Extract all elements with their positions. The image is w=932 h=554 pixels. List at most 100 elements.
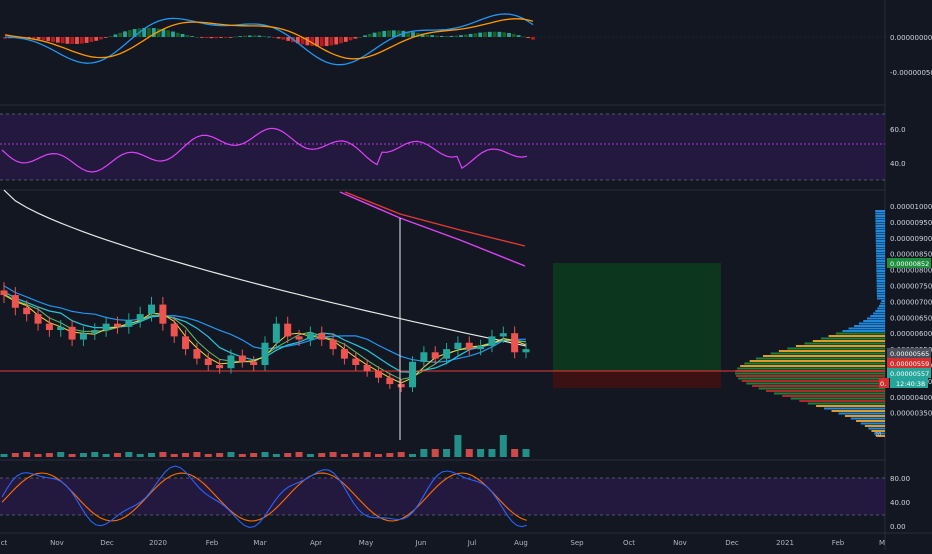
macd-histogram-bar [89,37,94,42]
macd-histogram-bar [223,37,228,38]
volume-profile-row [876,292,885,295]
volume-profile-row [790,397,885,400]
candle-body [216,365,224,369]
candle-body [23,307,31,315]
volume-profile-row [842,330,885,332]
volume-profile-row [876,255,885,257]
macd-histogram-bar [147,27,151,37]
volume-profile-footer: 20 [875,432,881,438]
volume-profile-row [863,320,885,322]
stoch-band-fill [0,478,885,515]
price-tag-red-partial [879,378,889,388]
candle-body [125,320,133,327]
time-axis-label: Jul [467,539,477,547]
volume-profile-row [875,230,885,232]
macd-histogram-bar [531,37,535,40]
candle-body [91,330,99,334]
macd-histogram-bar [348,37,353,41]
macd-pane[interactable]: 0.00000000 -0.00000050 [0,13,932,77]
macd-histogram-bar [305,37,310,46]
macd-histogram-bar [209,37,214,39]
volume-profile-row [875,215,885,217]
time-axis-label: Nov [673,539,687,547]
volume-profile-row [880,302,885,305]
volume-profile-row [875,245,885,247]
macd-histogram-bar [46,37,51,42]
macd-histogram-bar [55,37,60,43]
price-pane[interactable]: 0.00001000 0.00000950 0.00000900 0.00000850… [0,189,932,457]
macd-histogram-bar [262,35,267,37]
volume-profile-row [858,322,885,325]
volume-bar [11,453,19,457]
macd-histogram-bar [406,31,411,37]
position-target-zone[interactable] [553,263,721,371]
volume-profile-row [875,232,885,235]
volume-bar [420,449,428,457]
macd-histogram-bar [310,37,315,46]
macd-histogram-bar [36,37,41,40]
volume-profile-row [875,227,885,230]
price-tag-gray [887,348,931,358]
volume-bar [409,454,417,457]
macd-histogram-bar [123,31,127,37]
macd-histogram-bar [286,37,291,41]
volume-bar [499,435,507,457]
macd-histogram-bar [151,28,156,37]
rsi-pane[interactable]: 60.0 40.0 [0,113,906,181]
macd-histogram-bar [473,33,478,37]
macd-histogram-bar [252,35,257,37]
time-axis[interactable]: ct Nov Dec 2020 Feb Mar Apr May Jun Jul Aug Sep Oct N… [1,539,885,547]
macd-histogram-bar [108,36,113,37]
candle-body [363,365,371,372]
volume-profile-row [807,402,885,405]
time-axis-label: Mar [253,539,266,547]
macd-histogram-bar [180,33,185,37]
volume-profile-row [876,297,885,300]
macd-histogram-bar [171,31,175,37]
macd-histogram-bar [190,36,195,37]
macd-histogram [3,27,535,47]
price-tag-red-label: 0.00000559 [890,360,929,368]
stoch-k-line [1,465,527,528]
candle-body [261,342,269,365]
volume-profile-row [875,240,885,242]
position-stop-zone[interactable] [553,371,721,388]
volume-profile-row [740,365,885,367]
macd-histogram-bar [267,36,271,38]
volume-bar [306,454,314,457]
volume-profile-row [875,237,885,240]
rsi-line [1,127,528,173]
candle-body [352,358,360,365]
volume-profile-row [850,417,885,420]
macd-histogram-bar [295,37,300,44]
macd-histogram-bar [391,30,396,37]
stochastic-pane[interactable]: 80.00 40.00 0.00 [0,465,910,531]
volume-profile-row [876,287,885,290]
volume-profile-row [773,392,885,395]
macd-histogram-bar [195,36,199,38]
macd-axis-label-neg: -0.00000050 [890,69,932,77]
volume-bar [374,454,382,457]
volume-bar [522,449,530,457]
macd-histogram-bar [439,35,444,37]
candle-body [499,333,507,337]
candle-body [511,333,519,353]
volume-profile-row [868,427,885,430]
volume-profile-row [876,275,885,277]
volume-profile-row [876,265,885,267]
time-axis-label: 2021 [776,539,794,547]
volume-bar [216,453,224,457]
volume-profile-row [875,217,885,220]
volume-profile-row [854,325,885,327]
macd-histogram-bar [372,32,377,37]
volume-profile-row [795,345,885,347]
time-axis-label: ct [1,539,8,547]
macd-histogram-bar [51,37,55,42]
macd-histogram-bar [511,33,516,37]
volume-profile-row [876,285,885,287]
volume-profile-row [876,262,885,265]
volume-profile-row [816,405,885,407]
volume-profile-row [738,377,885,380]
